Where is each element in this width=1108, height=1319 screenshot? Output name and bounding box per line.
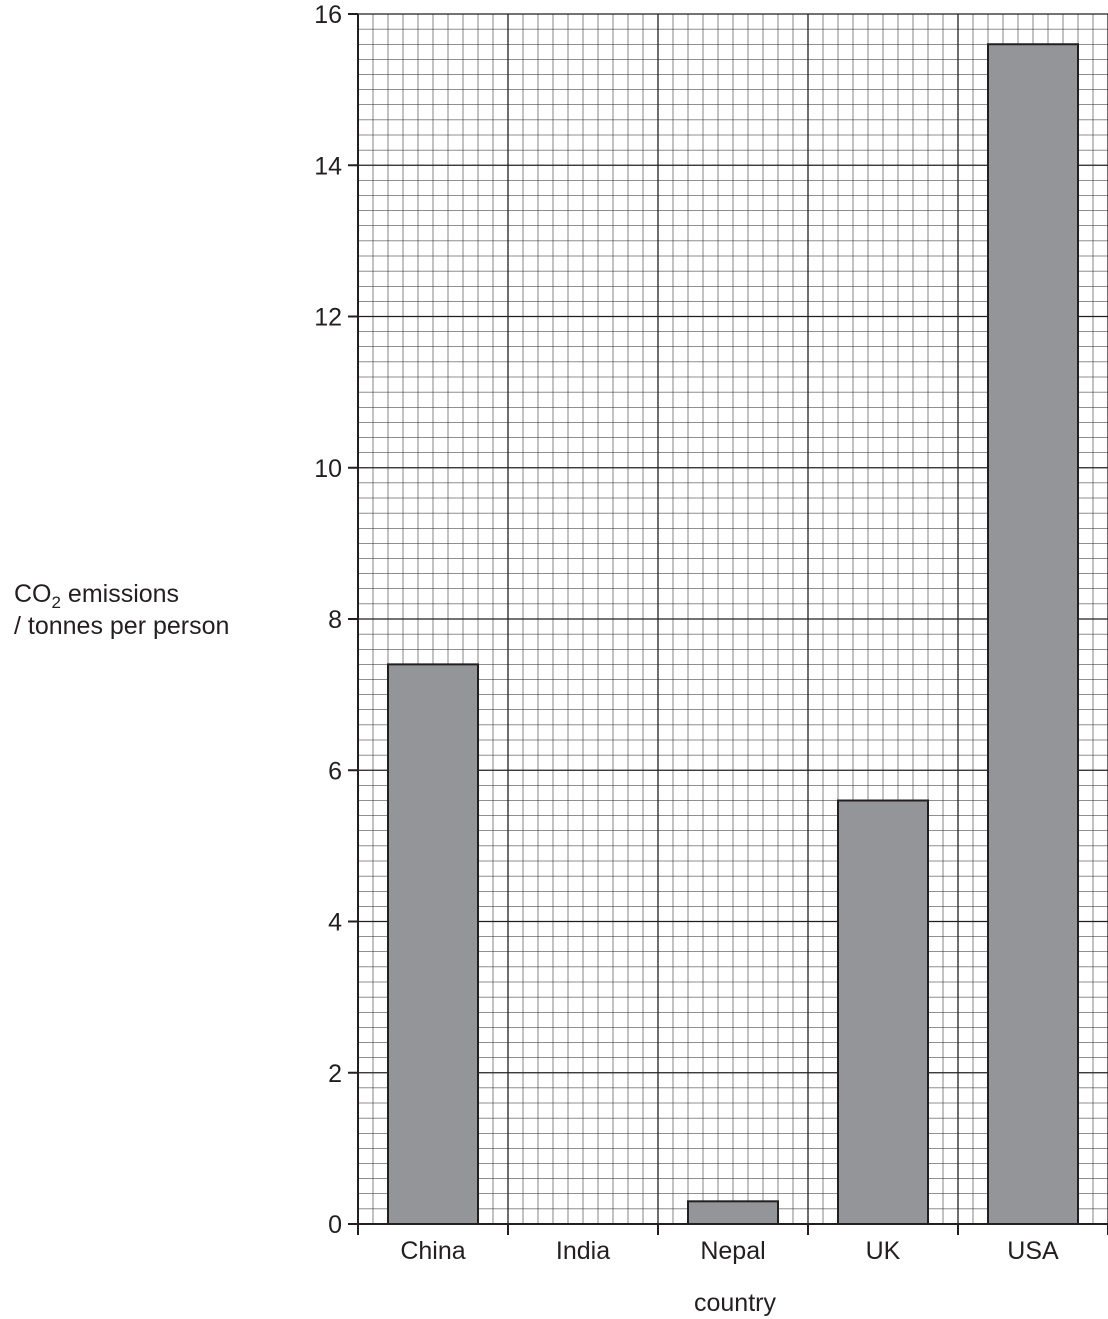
bar-china	[387, 663, 479, 1225]
y-tick-label: 2	[328, 1060, 342, 1088]
bar-nepal	[687, 1200, 779, 1225]
x-tick-label-uk: UK	[866, 1237, 901, 1265]
x-tick-label-china: China	[400, 1237, 465, 1265]
y-axis-title-co: CO	[14, 580, 52, 608]
axes	[348, 13, 1108, 1235]
y-axis-title-rest: emissions	[60, 580, 180, 608]
x-tick-label-india: India	[556, 1237, 610, 1265]
bars	[387, 43, 1079, 1225]
y-axis-title-line1: CO2 emissions	[14, 578, 229, 612]
y-tick-label: 12	[314, 304, 342, 332]
y-tick-label: 6	[328, 757, 342, 785]
y-tick-label: 14	[314, 152, 342, 180]
x-tick-label-nepal: Nepal	[700, 1237, 765, 1265]
y-axis-title: CO2 emissions / tonnes per person	[14, 578, 229, 642]
y-axis-title-subscript: 2	[51, 593, 61, 612]
y-axis-title-line2: / tonnes per person	[14, 612, 230, 640]
x-tick-label-usa: USA	[1007, 1237, 1059, 1265]
bar-usa	[987, 43, 1079, 1225]
y-tick-label: 16	[314, 1, 342, 29]
y-tick-label: 4	[328, 909, 342, 937]
y-tick-label: 0	[328, 1211, 342, 1239]
bar-uk	[837, 799, 929, 1225]
y-tick-label: 8	[328, 606, 342, 634]
x-axis-title: country	[694, 1289, 776, 1317]
tick-labels: China India Nepal UK USA 0 2 4 6 8 10 12 14 16	[314, 1, 1059, 1265]
y-tick-label: 10	[314, 455, 342, 483]
